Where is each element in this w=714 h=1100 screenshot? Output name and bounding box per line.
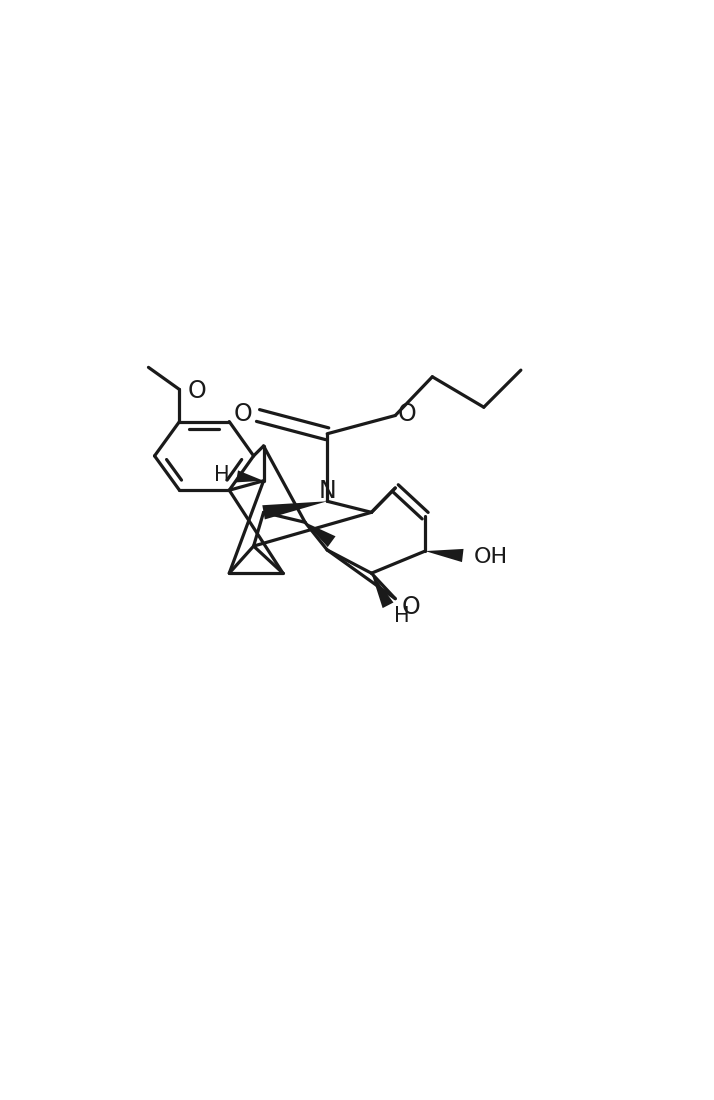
Polygon shape: [236, 471, 263, 483]
Polygon shape: [371, 573, 393, 608]
Text: H: H: [394, 606, 410, 626]
Text: H: H: [214, 465, 230, 485]
Polygon shape: [262, 502, 327, 519]
Text: O: O: [233, 402, 252, 426]
Text: OH: OH: [473, 547, 508, 567]
Text: N: N: [318, 480, 336, 504]
Text: O: O: [188, 378, 206, 403]
Polygon shape: [305, 522, 336, 547]
Text: O: O: [401, 595, 420, 619]
Polygon shape: [425, 549, 463, 562]
Text: O: O: [398, 402, 417, 426]
